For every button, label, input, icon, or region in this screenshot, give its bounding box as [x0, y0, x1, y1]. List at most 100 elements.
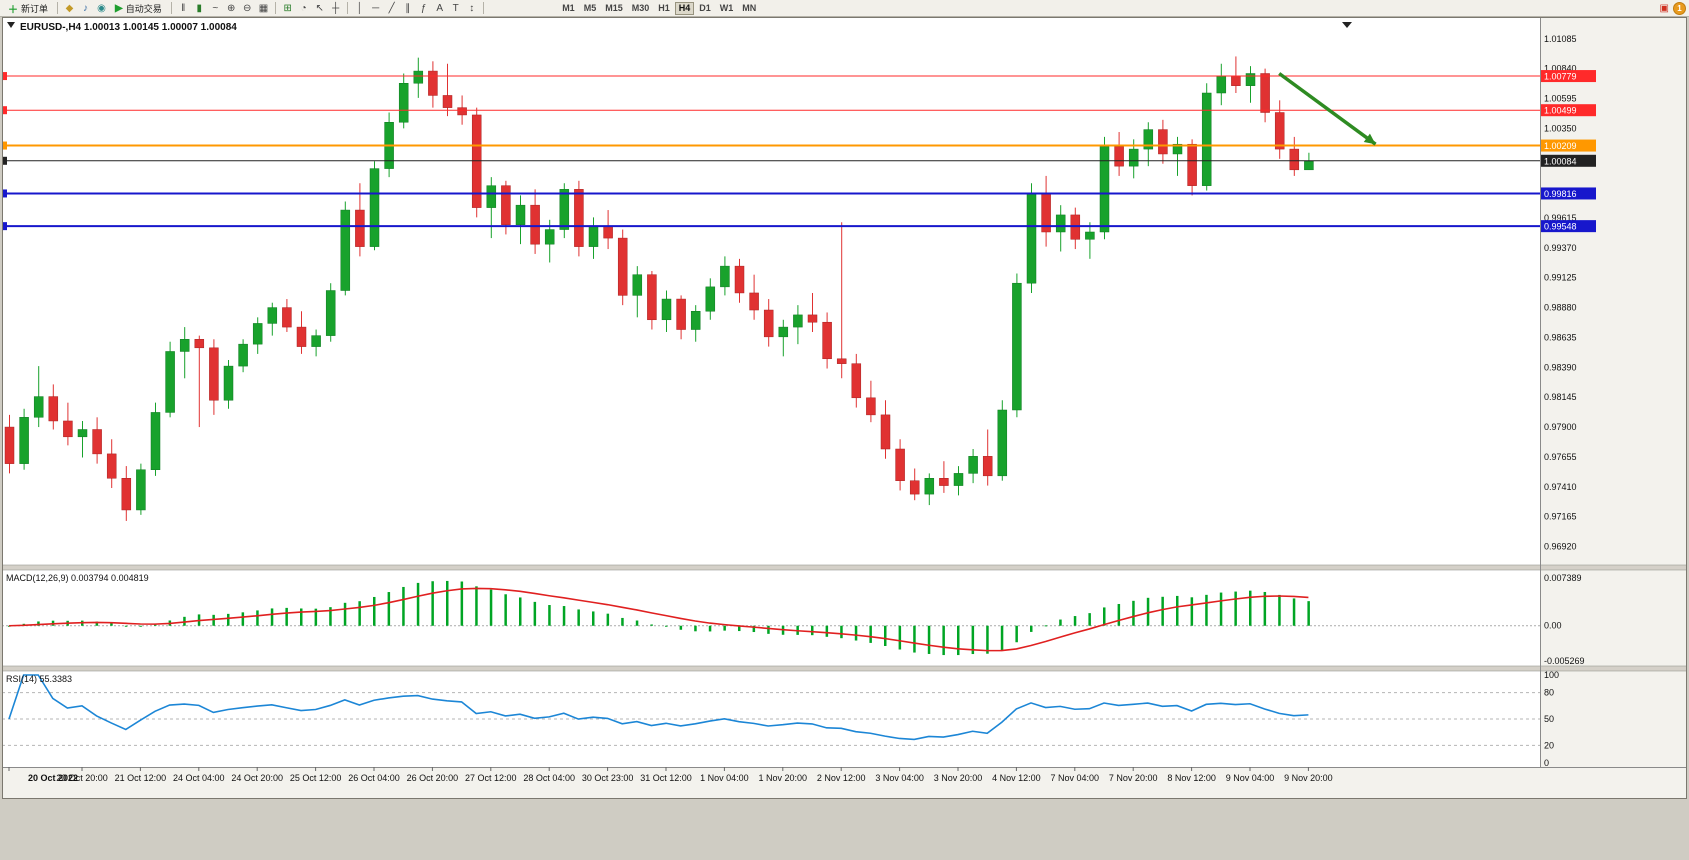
candle: [1187, 139, 1197, 196]
cursor-icon[interactable]: ↖: [312, 1, 327, 15]
toolbar-separator: [57, 2, 59, 14]
candle: [209, 339, 219, 415]
zoom-out-icon[interactable]: ⊖: [240, 1, 255, 15]
time-axis-label: 25 Oct 12:00: [290, 773, 342, 783]
candle: [267, 302, 278, 336]
line-chart-icon[interactable]: ~: [208, 1, 223, 15]
toolbar-separator: [170, 2, 172, 14]
price-line-1.00499[interactable]: [2, 106, 1540, 115]
indicators-icon[interactable]: ⊞: [280, 1, 295, 15]
price-tag-0.99816: 0.99816: [1540, 187, 1596, 200]
candle: [1085, 222, 1095, 259]
bar-chart-icon[interactable]: ‖: [176, 1, 191, 15]
timeframe-mn-button[interactable]: MN: [738, 2, 760, 15]
arrow-object-icon[interactable]: ↕: [464, 1, 479, 15]
candle: [939, 461, 949, 493]
candle: [997, 400, 1008, 481]
time-axis-label: 31 Oct 12:00: [640, 773, 692, 783]
time-axis-label: 9 Nov 04:00: [1226, 773, 1275, 783]
alerts-icon[interactable]: ♪: [78, 1, 93, 15]
time-axis-label: 20 Oct 20:00: [56, 773, 108, 783]
price-axis[interactable]: [1540, 17, 1687, 799]
macd-signal-line: [8, 587, 1309, 652]
candle: [296, 311, 307, 354]
rsi-line: [8, 674, 1309, 741]
scroll-marker-icon[interactable]: [1342, 22, 1352, 28]
favorites-icon[interactable]: ◆: [62, 1, 77, 15]
time-axis-label: 9 Nov 20:00: [1284, 773, 1333, 783]
label-icon[interactable]: T: [448, 1, 463, 15]
trend-arrow[interactable]: [1278, 72, 1377, 146]
price-axis-label: 0.98145: [1544, 392, 1577, 402]
candle: [63, 402, 73, 446]
price-line-0.99816[interactable]: [2, 189, 1540, 198]
candle: [428, 61, 438, 108]
chart-canvas[interactable]: 1.01085 1.00840 1.00595 1.00350 0.99615 0.993…: [2, 17, 1687, 799]
price-axis-label: 0.98880: [1544, 303, 1577, 313]
candle: [661, 290, 672, 332]
timeframe-w1-button[interactable]: W1: [716, 2, 738, 15]
candle: [559, 183, 570, 239]
price-line-1.00084[interactable]: [2, 156, 1540, 165]
candle: [311, 329, 321, 357]
candle: [252, 317, 263, 354]
toolbar-separator: [347, 2, 349, 14]
timeframe-d1-button[interactable]: D1: [695, 2, 715, 15]
auto-trading-button[interactable]: ▶ 自动交易: [110, 1, 167, 16]
equidistant-channel-icon[interactable]: ∥: [400, 1, 415, 15]
timeframe-m5-button[interactable]: M5: [580, 2, 601, 15]
text-icon[interactable]: A: [432, 1, 447, 15]
candle: [471, 107, 482, 218]
trendline-icon[interactable]: ╱: [384, 1, 399, 15]
price-axis-label: 0.96920: [1544, 542, 1577, 552]
price-line-0.99548[interactable]: [2, 222, 1540, 231]
timeframe-m30-button[interactable]: M30: [628, 2, 654, 15]
candle: [165, 341, 175, 418]
candle: [486, 177, 497, 239]
notifications-badge[interactable]: 1: [1673, 1, 1686, 15]
candle: [355, 183, 365, 257]
tile-windows-icon[interactable]: ▦: [256, 1, 271, 15]
horizontal-line-icon[interactable]: ─: [368, 1, 383, 15]
timeframe-m1-button[interactable]: M1: [558, 2, 579, 15]
candle: [793, 305, 803, 345]
candle: [1114, 132, 1124, 176]
line-left-marker: [2, 106, 7, 115]
community-icon[interactable]: ◉: [94, 1, 109, 15]
candle: [4, 414, 15, 474]
price-axis-label: 1.00595: [1544, 93, 1577, 103]
line-left-marker: [2, 156, 7, 165]
toolbar-separator: [275, 2, 277, 14]
time-periods-icon[interactable]: ◔: [296, 1, 311, 15]
vertical-line-icon[interactable]: │: [352, 1, 367, 15]
candle: [807, 292, 818, 332]
timeframe-h1-button[interactable]: H1: [654, 2, 674, 15]
chart-plot-area[interactable]: [2, 17, 1687, 799]
timeframe-m15-button[interactable]: M15: [601, 2, 627, 15]
candlestick-icon[interactable]: ▮: [192, 1, 207, 15]
timeframe-h4-button[interactable]: H4: [674, 1, 695, 15]
zoom-in-icon[interactable]: ⊕: [224, 1, 239, 15]
new-order-button[interactable]: ＋ 新订单: [3, 1, 53, 16]
candle: [895, 439, 905, 491]
time-axis-label: 21 Oct 12:00: [115, 773, 167, 783]
candle: [676, 295, 686, 340]
pane-splitter[interactable]: [2, 564, 1687, 571]
price-line-1.00209[interactable]: [2, 141, 1540, 150]
rsi-label: RSI(14) 55.3383: [6, 674, 72, 684]
crosshair-icon[interactable]: ┼: [328, 1, 343, 15]
time-axis[interactable]: [2, 767, 1687, 799]
candle: [1143, 122, 1154, 167]
time-axis-label: 24 Oct 20:00: [231, 773, 283, 783]
news-icon[interactable]: ▣: [1657, 1, 1672, 15]
macd-histogram: [8, 580, 1310, 656]
price-axis-label: 0.98390: [1544, 362, 1577, 372]
pane-splitter[interactable]: [2, 665, 1687, 672]
time-axis-label: 2 Nov 12:00: [817, 773, 866, 783]
fibonacci-icon[interactable]: ƒ: [416, 1, 431, 15]
candle: [92, 417, 102, 464]
candle: [515, 195, 526, 245]
candle: [909, 468, 920, 501]
svg-text:0.99548: 0.99548: [1544, 222, 1577, 232]
one-click-collapse-icon[interactable]: [7, 22, 15, 28]
